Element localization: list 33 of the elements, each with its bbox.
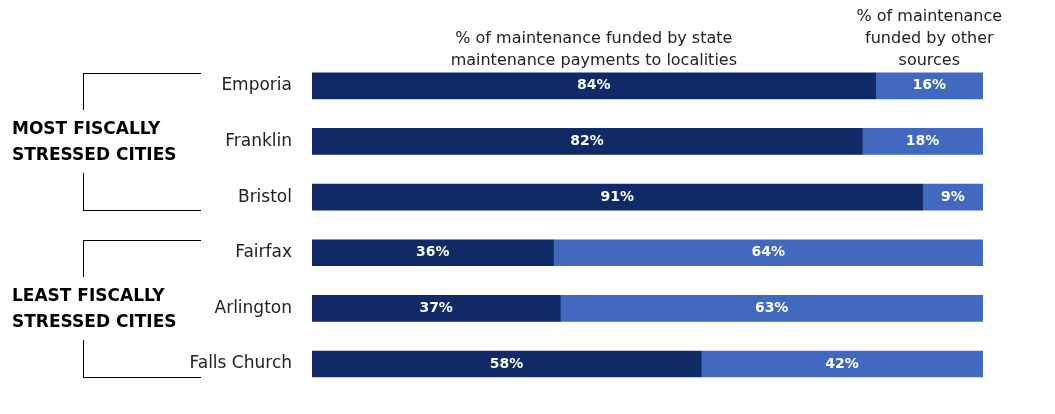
bar: [861, 128, 983, 155]
data-label: 84%: [577, 76, 611, 93]
data-label: 64%: [751, 243, 786, 260]
bar: [875, 72, 983, 100]
series-label: % of maintenance funded by other sources: [856, 5, 1003, 69]
data-label: 42%: [825, 354, 859, 371]
y-tick-label: Fairfax: [235, 241, 292, 262]
y-tick-label: Arlington: [214, 296, 292, 317]
data-label: 16%: [912, 76, 947, 93]
data-label: 18%: [905, 132, 940, 149]
bar: [312, 183, 923, 211]
bar: [700, 350, 983, 378]
bar: [553, 239, 983, 267]
data-label: 9%: [940, 187, 965, 204]
data-label: 37%: [419, 298, 453, 315]
bar: [312, 295, 561, 322]
y-tick-label: Bristol: [237, 185, 292, 206]
y-tick-label: Falls Church: [189, 352, 292, 373]
text: MOST FISCALLY STRESSED CITIES: [12, 117, 178, 167]
y-tick-label: Franklin: [225, 129, 292, 150]
series-label: % of maintenance funded by state maintenance payments to localities: [450, 27, 738, 69]
bar: [312, 239, 554, 267]
text: LEAST FISCALLY STRESSED CITIES: [12, 284, 178, 334]
data-label: 63%: [754, 298, 789, 315]
bar: [312, 128, 863, 155]
data-label: 58%: [489, 354, 524, 371]
bar: [312, 350, 702, 378]
y-tick-label: Emporia: [221, 74, 292, 95]
bar: [312, 72, 876, 100]
bar: [559, 295, 983, 322]
data-label: 82%: [570, 132, 604, 149]
data-label: 91%: [600, 187, 635, 204]
data-label: 36%: [416, 243, 450, 260]
